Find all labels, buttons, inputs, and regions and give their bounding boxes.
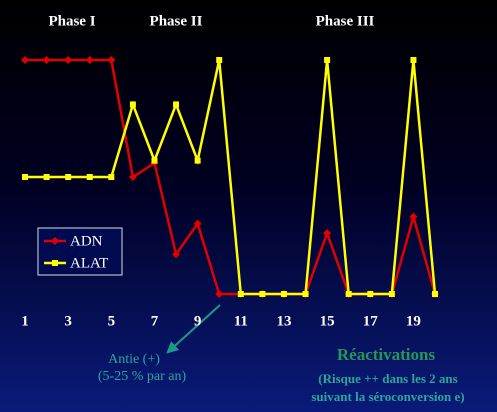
x-tick-label: 15 (320, 313, 335, 329)
legend-label: ADN (70, 233, 103, 249)
marker (194, 157, 201, 164)
x-tick-label: 19 (406, 313, 421, 329)
marker (432, 291, 438, 297)
x-tick-label: 5 (108, 313, 116, 329)
marker (215, 290, 224, 298)
legend-marker (51, 237, 59, 245)
marker (410, 57, 417, 63)
marker (42, 56, 51, 64)
marker (129, 101, 136, 108)
annotation: suivant la séroconversion e) (311, 389, 464, 404)
marker (65, 174, 72, 180)
arrow (166, 304, 221, 354)
legend-marker (52, 260, 58, 266)
annotation: Antie (+) (108, 352, 160, 367)
marker (128, 173, 137, 181)
x-tick-label: 1 (21, 313, 29, 329)
marker (86, 174, 93, 180)
x-tick-label: 17 (363, 313, 379, 329)
marker (216, 57, 223, 63)
marker (107, 56, 116, 64)
series-line (25, 59, 437, 296)
marker (237, 291, 244, 297)
x-tick-label: 9 (194, 313, 202, 329)
phase-label: Phase III (316, 13, 375, 29)
marker (259, 291, 266, 297)
x-tick-label: 7 (151, 313, 159, 329)
marker (43, 174, 50, 180)
marker (21, 56, 29, 64)
marker (108, 174, 115, 180)
marker (367, 291, 374, 297)
marker (388, 291, 395, 297)
marker (22, 174, 28, 180)
marker (85, 56, 94, 64)
phase-label: Phase I (48, 13, 95, 29)
annotation: (Risque ++ dans les 2 ans (318, 371, 457, 386)
marker (345, 291, 352, 297)
marker (323, 229, 332, 238)
legend-box (37, 227, 123, 276)
annotation: Réactivations (337, 345, 436, 364)
marker (302, 291, 309, 297)
marker (64, 56, 73, 64)
marker (324, 57, 331, 63)
marker (280, 291, 287, 297)
x-tick-label: 11 (234, 313, 248, 329)
legend-label: ALAT (70, 255, 108, 271)
marker (172, 250, 181, 259)
x-tick-label: 13 (276, 313, 291, 329)
marker (193, 219, 202, 228)
annotation: (5-25 % par an) (98, 369, 187, 384)
marker (409, 212, 418, 221)
marker (173, 101, 180, 108)
phase-label: Phase II (150, 13, 203, 29)
x-tick-label: 3 (64, 313, 72, 329)
marker (151, 157, 158, 164)
